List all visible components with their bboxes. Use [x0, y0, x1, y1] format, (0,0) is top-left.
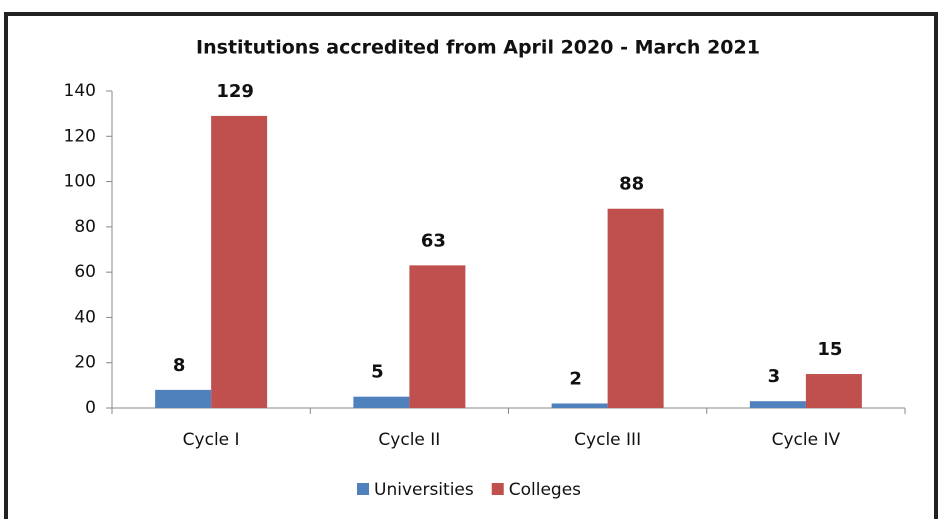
data-label: 15: [817, 339, 842, 360]
y-tick-label: 80: [74, 217, 96, 237]
y-tick-label: 140: [64, 81, 96, 101]
frame: [4, 12, 938, 519]
bar: [155, 389, 212, 408]
x-tick-label: Cycle II: [378, 430, 440, 450]
x-tick-label: Cycle IV: [772, 430, 841, 450]
y-tick-label: 0: [85, 398, 96, 418]
bar: [607, 208, 664, 408]
y-tick-label: 120: [64, 126, 96, 146]
x-tick-label: Cycle III: [574, 430, 641, 450]
data-label: 63: [421, 230, 446, 251]
y-tick-label: 60: [74, 262, 96, 282]
legend-label: Colleges: [509, 480, 581, 500]
bar: [749, 401, 806, 408]
y-tick-label: 100: [64, 172, 96, 192]
bar: [551, 403, 608, 408]
y-tick-label: 40: [74, 307, 96, 327]
bar: [353, 396, 410, 408]
bar: [211, 115, 268, 409]
y-tick-label: 20: [74, 353, 96, 373]
data-label: 8: [173, 355, 186, 376]
legend-swatch: [357, 483, 369, 495]
bar: [409, 265, 466, 408]
data-label: 2: [569, 368, 582, 389]
legend-label: Universities: [374, 480, 474, 500]
legend-swatch: [491, 483, 504, 495]
data-label: 3: [768, 366, 781, 387]
data-label: 129: [216, 81, 254, 102]
chart-title: Institutions accredited from April 2020 …: [196, 37, 760, 59]
bar: [805, 374, 862, 408]
data-label: 88: [619, 174, 644, 195]
x-tick-label: Cycle I: [183, 430, 240, 450]
data-label: 5: [371, 362, 384, 383]
